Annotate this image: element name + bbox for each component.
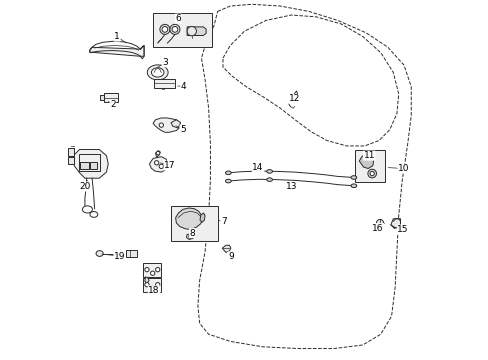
Polygon shape [149,157,167,172]
Text: 10: 10 [397,164,408,173]
Circle shape [367,169,376,178]
Circle shape [155,283,160,287]
Bar [68,148,74,156]
Text: 12: 12 [288,94,300,103]
Polygon shape [153,118,179,132]
Text: 4: 4 [181,82,186,91]
Polygon shape [222,245,230,252]
Text: 17: 17 [164,161,175,170]
Circle shape [150,286,155,291]
Polygon shape [200,213,204,222]
Text: 16: 16 [371,224,383,233]
Circle shape [156,151,160,155]
Bar [89,162,97,169]
Bar [354,150,385,182]
Bar [143,278,160,292]
Ellipse shape [90,212,98,217]
Bar [143,263,160,277]
Bar [104,93,117,102]
Ellipse shape [350,184,356,188]
Polygon shape [89,45,144,56]
Ellipse shape [266,178,272,181]
Text: 2: 2 [110,100,116,109]
Circle shape [160,24,169,35]
Circle shape [150,271,155,275]
Text: 8: 8 [189,229,195,238]
Bar [79,154,100,171]
Ellipse shape [225,179,231,183]
Circle shape [144,267,149,272]
Text: 18: 18 [148,286,160,295]
Text: 15: 15 [396,225,408,234]
Bar [80,162,89,169]
Text: 13: 13 [285,182,297,191]
Text: 6: 6 [175,14,181,23]
Bar [153,13,212,47]
Polygon shape [390,219,400,228]
Text: 20: 20 [79,182,90,191]
Bar [171,206,217,241]
Circle shape [172,27,178,32]
Circle shape [188,234,194,239]
Text: 5: 5 [180,125,185,134]
Polygon shape [74,149,108,178]
Circle shape [169,24,180,35]
Ellipse shape [82,206,92,213]
Circle shape [144,283,149,287]
Ellipse shape [96,251,103,256]
Text: 3: 3 [162,58,167,67]
Circle shape [369,171,373,176]
Bar [68,157,74,164]
Text: 14: 14 [252,163,263,172]
Circle shape [154,161,159,165]
Text: 11: 11 [363,151,374,160]
Ellipse shape [266,170,272,173]
Circle shape [376,220,383,226]
Ellipse shape [225,171,231,175]
Polygon shape [187,27,206,36]
Polygon shape [171,120,180,128]
Ellipse shape [147,65,168,80]
Polygon shape [100,95,104,100]
Circle shape [159,164,163,168]
Text: 19: 19 [114,252,125,261]
Circle shape [187,27,196,36]
Circle shape [162,27,167,32]
Polygon shape [186,234,193,239]
Bar [126,250,137,257]
Polygon shape [144,277,149,283]
Circle shape [155,267,160,272]
Text: 1: 1 [114,32,120,41]
Polygon shape [175,208,202,229]
Polygon shape [155,150,160,157]
Ellipse shape [151,68,163,77]
Text: 9: 9 [227,252,233,261]
Bar [154,78,175,88]
Circle shape [159,123,163,127]
Polygon shape [359,154,373,168]
Text: 7: 7 [221,217,226,226]
Ellipse shape [350,176,356,179]
